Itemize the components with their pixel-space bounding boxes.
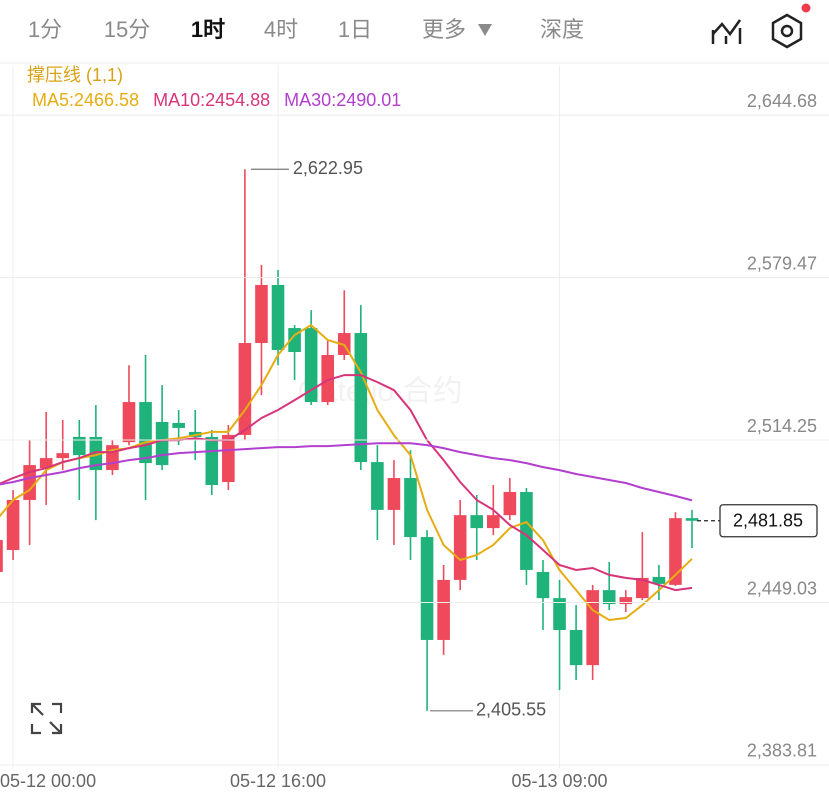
candle-body	[122, 402, 136, 443]
y-tick-label: 2,514.25	[747, 416, 817, 436]
candle-body	[354, 333, 368, 463]
candle-body	[89, 436, 103, 471]
candle-body	[636, 577, 649, 599]
candle-body	[586, 590, 599, 666]
candle-body	[420, 537, 434, 640]
y-tick-label: 2,383.81	[747, 741, 817, 761]
legend-entry: MA5:2466.58	[32, 90, 139, 110]
candle-body	[387, 478, 401, 510]
candle-body	[669, 518, 682, 585]
candle-body	[0, 540, 3, 572]
candle-body	[155, 421, 169, 466]
candle-body	[404, 478, 417, 538]
candle-body	[470, 515, 484, 529]
candle-body	[238, 343, 252, 435]
candle-body	[172, 422, 185, 428]
low-label: 2,405.55	[476, 700, 546, 720]
y-tick-label: 2,644.68	[747, 91, 817, 111]
candle-body	[536, 571, 550, 599]
candle-body	[139, 402, 152, 464]
candle-body	[619, 597, 633, 605]
ma-line	[0, 374, 693, 592]
candle-body	[56, 453, 70, 459]
candle-body	[6, 499, 20, 551]
candle-body	[685, 518, 699, 521]
tab[interactable]: 4时	[264, 17, 298, 42]
x-tick-label: 05-12 16:00	[230, 771, 326, 791]
candle-body	[255, 284, 268, 344]
tab[interactable]: 15分	[104, 17, 150, 42]
indicator-icon[interactable]	[711, 19, 742, 44]
x-tick-label: 05-13 09:00	[511, 771, 607, 791]
legend-entry: MA30:2490.01	[284, 90, 401, 110]
y-tick-label: 2,449.03	[747, 578, 817, 598]
candle-body	[652, 576, 666, 584]
dropdown-arrow[interactable]	[478, 24, 492, 36]
ma-line	[0, 323, 693, 622]
candle-body	[602, 590, 616, 605]
candle-body	[453, 515, 467, 580]
high-label: 2,622.95	[293, 158, 363, 178]
candle-body	[321, 354, 334, 403]
candle-body	[553, 598, 566, 630]
candle-body	[205, 436, 219, 486]
settings-icon[interactable]	[771, 3, 811, 49]
candle-body	[437, 579, 450, 640]
candle-body	[222, 434, 235, 483]
candle-body	[39, 458, 53, 469]
candle-body	[304, 328, 318, 403]
candle-body	[371, 462, 384, 510]
y-tick-label: 2,579.47	[747, 253, 817, 273]
x-tick-label: 05-12 00:00	[0, 771, 96, 791]
candle-body	[503, 491, 517, 516]
tab[interactable]: 1分	[28, 17, 62, 42]
candle-body	[271, 284, 285, 350]
indicator-label: 撑压线 (1,1)	[27, 65, 123, 85]
candle-body	[520, 491, 533, 570]
legend-entry: MA10:2454.88	[153, 90, 270, 110]
candle-body	[73, 436, 86, 456]
tab[interactable]: 更多	[422, 17, 466, 42]
tab[interactable]: 1日	[338, 17, 372, 42]
plot-area	[0, 65, 699, 768]
candle-body	[487, 515, 500, 529]
tab[interactable]: 1时	[191, 17, 225, 42]
last-price-box	[719, 504, 818, 538]
ma-line	[0, 442, 693, 502]
candle-body	[569, 629, 583, 666]
last-price-label: 2,481.85	[733, 511, 803, 531]
tab[interactable]: 深度	[540, 17, 584, 42]
expand-icon[interactable]	[30, 702, 63, 735]
